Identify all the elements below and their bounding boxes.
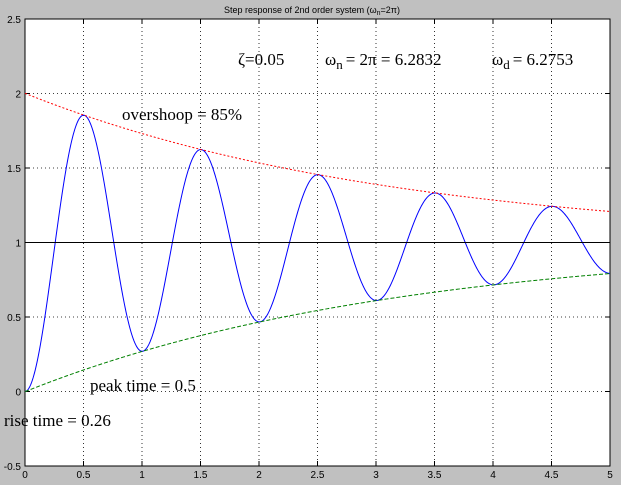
y-tick-label: -0.5 xyxy=(4,462,22,473)
y-tick-label: 2.5 xyxy=(7,15,21,26)
upper-envelope-line xyxy=(24,92,611,212)
damped-frequency-label: ωd = 6.2753 xyxy=(492,50,573,72)
peak-time-label: peak time = 0.5 xyxy=(90,376,196,395)
y-tick-label: 1.5 xyxy=(7,164,21,175)
chart-title: Step response of 2nd order system (ωn=2π… xyxy=(224,5,400,17)
y-axis-ticks: -0.5 0 0.5 1 1.5 2 2.5 xyxy=(4,15,610,473)
x-tick-label: 2.5 xyxy=(311,470,325,481)
x-tick-label: 1 xyxy=(139,470,145,481)
series-layer xyxy=(24,92,611,393)
y-tick-label: 1 xyxy=(15,239,21,250)
x-tick-label: 2 xyxy=(256,470,262,481)
natural-frequency-label: ωn = 2π = 6.2832 xyxy=(325,50,441,72)
x-tick-label: 4 xyxy=(490,470,496,481)
y-tick-label: 0 xyxy=(15,388,21,399)
x-tick-label: 3 xyxy=(373,470,379,481)
y-tick-label: 2 xyxy=(15,90,21,101)
overshoot-label: overshoop = 85% xyxy=(122,105,242,124)
x-tick-label: 1.5 xyxy=(194,470,208,481)
rise-time-label: rise time = 0.26 xyxy=(4,411,111,430)
lower-envelope-line xyxy=(24,273,611,393)
x-tick-label: 3.5 xyxy=(428,470,442,481)
grid xyxy=(25,19,610,466)
x-axis-ticks: 0 0.5 1 1.5 2 2.5 3 3.5 4 4.5 5 xyxy=(22,19,613,481)
x-tick-label: 0.5 xyxy=(77,470,91,481)
x-tick-label: 4.5 xyxy=(545,470,559,481)
y-tick-label: 0.5 xyxy=(7,313,21,324)
zeta-label: ζ=0.05 xyxy=(238,50,284,69)
x-tick-label: 5 xyxy=(607,470,613,481)
x-tick-label: 0 xyxy=(22,470,28,481)
